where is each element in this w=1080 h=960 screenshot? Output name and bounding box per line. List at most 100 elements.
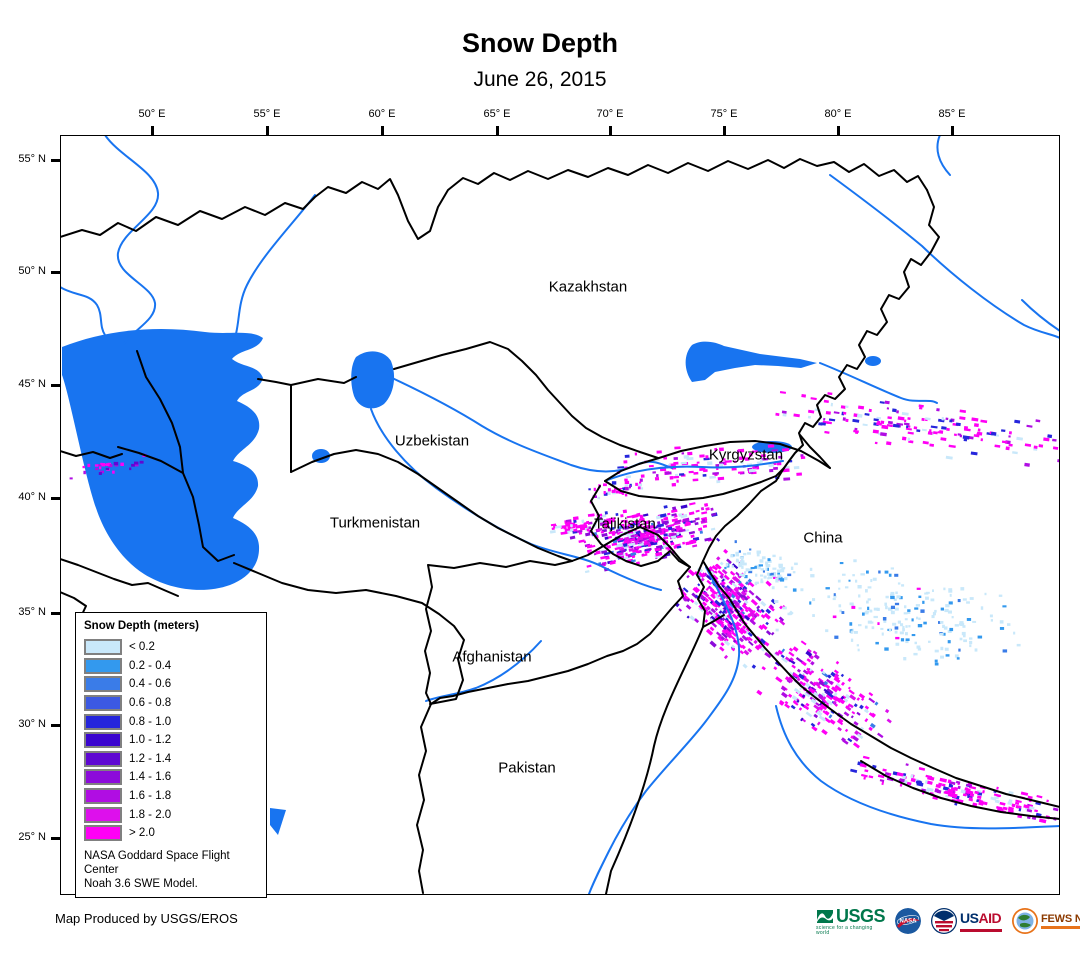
snow-speckle [653, 526, 658, 530]
snow-speckle [653, 542, 658, 546]
snow-speckle [720, 580, 726, 586]
snow-speckle [730, 644, 736, 649]
snow-speckle [1024, 443, 1032, 447]
snow-speckle [792, 646, 799, 652]
snow-speckle [760, 646, 766, 652]
snow-speckle [667, 512, 671, 516]
snow-speckle [805, 650, 813, 657]
snow-speckle [630, 552, 637, 557]
latitude-tick-label: 55° N [18, 153, 46, 165]
snow-speckle [881, 426, 889, 430]
snow-speckle [884, 708, 890, 714]
snow-speckle [648, 536, 656, 541]
snow-speckle [959, 409, 967, 413]
snow-speckle [1002, 806, 1008, 811]
snow-speckle [749, 618, 757, 626]
snow-speckle [737, 586, 741, 591]
snow-speckle [723, 574, 730, 581]
snow-speckle [735, 571, 742, 578]
snow-speckle [804, 682, 811, 688]
snow-speckle [623, 539, 630, 544]
snow-speckle [944, 790, 952, 795]
snow-speckle [765, 580, 772, 587]
latitude-tick [51, 612, 60, 615]
snow-speckle [1046, 799, 1049, 803]
snow-speckle [821, 716, 826, 721]
snow-speckle [722, 609, 727, 614]
snow-speckle [815, 702, 821, 707]
snow-speckle [886, 441, 892, 446]
snow-speckle [738, 629, 745, 635]
snow-speckle [810, 698, 817, 705]
snow-speckle [732, 599, 740, 607]
snow-speckle [973, 423, 979, 428]
snow-speckle [925, 417, 931, 421]
legend-attribution: NASA Goddard Space Flight Center Noah 3.… [84, 849, 258, 891]
snow-speckle [1024, 462, 1030, 467]
legend-swatch [84, 676, 122, 693]
snow-speckle [996, 806, 1003, 810]
snow-speckle [948, 444, 956, 448]
snow-speckle [862, 423, 868, 427]
legend-attribution-line1: NASA Goddard Space Flight Center [84, 849, 230, 876]
snow-speckle [700, 507, 705, 511]
snow-speckle [1014, 801, 1020, 805]
snow-speckle [671, 518, 679, 522]
snow-speckle [611, 542, 618, 547]
snow-speckle [723, 625, 728, 629]
legend-swatch [84, 713, 122, 730]
snow-speckle [868, 775, 874, 779]
legend-class-label: 0.4 - 0.6 [129, 678, 172, 691]
snow-speckle [688, 502, 696, 506]
snow-speckle [765, 630, 772, 636]
snow-speckle [907, 437, 911, 442]
snow-speckle [907, 431, 914, 435]
snow-speckle [676, 545, 682, 549]
snow-speckle [792, 699, 798, 705]
snow-speckle [842, 411, 847, 415]
snow-speckle [835, 682, 841, 688]
snow-speckle [731, 590, 736, 596]
snow-speckle [586, 544, 593, 549]
legend-row: 0.6 - 0.8 [84, 694, 258, 713]
latitude-tick-label: 35° N [18, 606, 46, 618]
snow-speckle [807, 648, 812, 654]
snow-speckle [714, 570, 718, 574]
snow-speckle [955, 780, 961, 784]
snow-speckle [743, 649, 750, 656]
snow-speckle [705, 587, 710, 591]
snow-speckle [671, 513, 677, 517]
snow-speckle [726, 558, 732, 565]
usaid-seal-icon [931, 908, 958, 934]
snow-speckle [927, 776, 935, 781]
snow-speckle [659, 513, 667, 518]
snow-speckle [789, 657, 794, 662]
snow-speckle [743, 599, 749, 605]
snow-speckle [736, 591, 742, 596]
snow-speckle [678, 528, 686, 533]
snow-speckle [731, 647, 736, 652]
legend-swatch [84, 806, 122, 823]
snow-speckle [874, 441, 878, 445]
snow-speckle [654, 547, 661, 552]
snow-speckle [960, 789, 966, 794]
snow-speckle [742, 594, 749, 602]
snow-speckle [739, 650, 745, 655]
snow-speckle [707, 596, 715, 603]
snow-speckle [968, 436, 974, 440]
snow-speckle [748, 589, 755, 596]
snow-speckle [749, 612, 755, 618]
snow-speckle [726, 584, 731, 590]
snow-speckle [690, 534, 695, 539]
legend-class-label: < 0.2 [129, 641, 155, 654]
snow-speckle [705, 507, 710, 511]
snow-speckle [922, 440, 929, 445]
snow-speckle [977, 428, 981, 432]
snow-speckle [805, 702, 810, 707]
snow-speckle [779, 391, 787, 394]
snow-speckle [744, 627, 751, 633]
legend-row: 0.4 - 0.6 [84, 675, 258, 694]
snow-speckle [723, 586, 730, 593]
snow-speckle [702, 524, 708, 529]
snow-speckle [743, 588, 748, 593]
